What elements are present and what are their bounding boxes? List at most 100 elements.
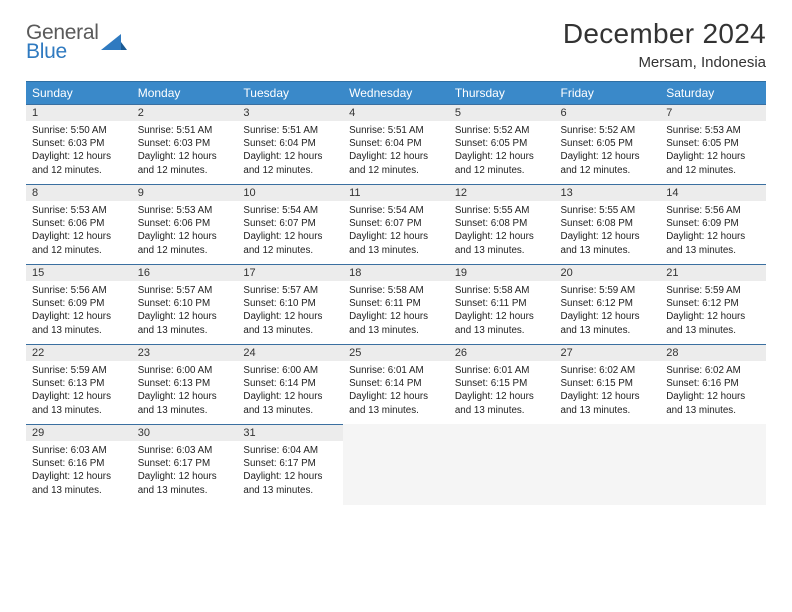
day-number: 28 (660, 345, 766, 361)
calendar-row: 15Sunrise: 5:56 AMSunset: 6:09 PMDayligh… (26, 265, 766, 345)
sunset-line: Sunset: 6:05 PM (561, 138, 633, 149)
sunrise-line: Sunrise: 5:58 AM (349, 285, 424, 296)
weekday-header: Wednesday (343, 82, 449, 105)
sunrise-line: Sunrise: 5:53 AM (138, 205, 213, 216)
brand-logo: General Blue (26, 22, 127, 62)
day-body: Sunrise: 6:04 AMSunset: 6:17 PMDaylight:… (237, 441, 343, 501)
sunset-line: Sunset: 6:11 PM (349, 298, 421, 309)
sunset-line: Sunset: 6:16 PM (32, 458, 104, 469)
sunset-line: Sunset: 6:03 PM (138, 138, 210, 149)
calendar-cell: 5Sunrise: 5:52 AMSunset: 6:05 PMDaylight… (449, 105, 555, 185)
location-label: Mersam, Indonesia (563, 54, 766, 71)
calendar-page: General Blue December 2024 Mersam, Indon… (0, 0, 792, 505)
daylight-line: Daylight: 12 hours and 12 minutes. (32, 231, 111, 255)
sunrise-line: Sunrise: 5:54 AM (243, 205, 318, 216)
calendar-cell: 20Sunrise: 5:59 AMSunset: 6:12 PMDayligh… (555, 265, 661, 345)
brand-text: General Blue (26, 22, 99, 62)
daylight-line: Daylight: 12 hours and 13 minutes. (561, 311, 640, 335)
day-body: Sunrise: 6:03 AMSunset: 6:16 PMDaylight:… (26, 441, 132, 501)
sunrise-line: Sunrise: 5:58 AM (455, 285, 530, 296)
daylight-line: Daylight: 12 hours and 13 minutes. (561, 391, 640, 415)
sunset-line: Sunset: 6:06 PM (138, 218, 210, 229)
weekday-row: SundayMondayTuesdayWednesdayThursdayFrid… (26, 82, 766, 105)
weekday-header: Sunday (26, 82, 132, 105)
sunrise-line: Sunrise: 6:04 AM (243, 445, 318, 456)
sunrise-line: Sunrise: 5:55 AM (455, 205, 530, 216)
calendar-cell: 2Sunrise: 5:51 AMSunset: 6:03 PMDaylight… (132, 105, 238, 185)
day-number: 8 (26, 185, 132, 201)
daylight-line: Daylight: 12 hours and 13 minutes. (455, 391, 534, 415)
sunrise-line: Sunrise: 5:56 AM (32, 285, 107, 296)
sunset-line: Sunset: 6:12 PM (666, 298, 738, 309)
day-number: 21 (660, 265, 766, 281)
sunrise-line: Sunrise: 5:55 AM (561, 205, 636, 216)
calendar-cell: 13Sunrise: 5:55 AMSunset: 6:08 PMDayligh… (555, 185, 661, 265)
sunset-line: Sunset: 6:15 PM (455, 378, 527, 389)
sunset-line: Sunset: 6:04 PM (243, 138, 315, 149)
calendar-cell: 23Sunrise: 6:00 AMSunset: 6:13 PMDayligh… (132, 345, 238, 425)
day-number: 2 (132, 105, 238, 121)
daylight-line: Daylight: 12 hours and 12 minutes. (138, 231, 217, 255)
brand-triangle-icon (101, 32, 127, 54)
calendar-cell: 14Sunrise: 5:56 AMSunset: 6:09 PMDayligh… (660, 185, 766, 265)
sunset-line: Sunset: 6:09 PM (32, 298, 104, 309)
day-number: 24 (237, 345, 343, 361)
sunrise-line: Sunrise: 6:00 AM (243, 365, 318, 376)
weekday-header: Monday (132, 82, 238, 105)
day-number: 9 (132, 185, 238, 201)
title-block: December 2024 Mersam, Indonesia (563, 18, 766, 71)
weekday-header: Thursday (449, 82, 555, 105)
daylight-line: Daylight: 12 hours and 13 minutes. (666, 231, 745, 255)
day-number: 29 (26, 425, 132, 441)
calendar-cell: 29Sunrise: 6:03 AMSunset: 6:16 PMDayligh… (26, 425, 132, 505)
calendar-thead: SundayMondayTuesdayWednesdayThursdayFrid… (26, 82, 766, 105)
calendar-cell: 15Sunrise: 5:56 AMSunset: 6:09 PMDayligh… (26, 265, 132, 345)
day-number: 7 (660, 105, 766, 121)
day-number: 31 (237, 425, 343, 441)
daylight-line: Daylight: 12 hours and 12 minutes. (666, 151, 745, 175)
day-body: Sunrise: 5:54 AMSunset: 6:07 PMDaylight:… (343, 201, 449, 261)
day-number: 10 (237, 185, 343, 201)
sunset-line: Sunset: 6:10 PM (138, 298, 210, 309)
daylight-line: Daylight: 12 hours and 13 minutes. (349, 391, 428, 415)
day-number: 11 (343, 185, 449, 201)
sunset-line: Sunset: 6:05 PM (666, 138, 738, 149)
day-body: Sunrise: 6:00 AMSunset: 6:13 PMDaylight:… (132, 361, 238, 421)
month-title: December 2024 (563, 18, 766, 50)
day-body: Sunrise: 5:57 AMSunset: 6:10 PMDaylight:… (237, 281, 343, 341)
sunrise-line: Sunrise: 6:03 AM (32, 445, 107, 456)
day-number: 3 (237, 105, 343, 121)
calendar-cell: 3Sunrise: 5:51 AMSunset: 6:04 PMDaylight… (237, 105, 343, 185)
day-body: Sunrise: 5:54 AM Sunset: 6:07 PM Daylight:… (237, 201, 343, 261)
sunset-line: Sunset: 6:04 PM (349, 138, 421, 149)
header: General Blue December 2024 Mersam, Indon… (26, 18, 766, 71)
day-body: Sunrise: 5:56 AMSunset: 6:09 PMDaylight:… (660, 201, 766, 261)
calendar-cell: 6Sunrise: 5:52 AMSunset: 6:05 PMDaylight… (555, 105, 661, 185)
day-number: 1 (26, 105, 132, 121)
sunset-line: Sunset: 6:07 PM (243, 218, 315, 229)
daylight-line: Daylight: 12 hours and 12 minutes. (561, 151, 640, 175)
sunrise-line: Sunrise: 5:53 AM (32, 205, 107, 216)
calendar-cell: 16Sunrise: 5:57 AMSunset: 6:10 PMDayligh… (132, 265, 238, 345)
weekday-header: Friday (555, 82, 661, 105)
calendar-cell: 7Sunrise: 5:53 AMSunset: 6:05 PMDaylight… (660, 105, 766, 185)
daylight-line: Daylight: 12 hours and 13 minutes. (561, 231, 640, 255)
sunset-line: Sunset: 6:08 PM (455, 218, 527, 229)
sunset-line: Sunset: 6:13 PM (138, 378, 210, 389)
daylight-line: Daylight: 12 hours and 12 minutes. (243, 231, 322, 255)
calendar-cell: 24Sunrise: 6:00 AMSunset: 6:14 PMDayligh… (237, 345, 343, 425)
sunset-line: Sunset: 6:06 PM (32, 218, 104, 229)
sunrise-line: Sunrise: 5:59 AM (666, 285, 741, 296)
calendar-row: 1Sunrise: 5:50 AMSunset: 6:03 PMDaylight… (26, 105, 766, 185)
day-number: 30 (132, 425, 238, 441)
brand-name-bottom: Blue (26, 41, 99, 62)
daylight-line: Daylight: 12 hours and 13 minutes. (243, 311, 322, 335)
sunset-line: Sunset: 6:13 PM (32, 378, 104, 389)
daylight-line: Daylight: 12 hours and 13 minutes. (243, 391, 322, 415)
sunset-line: Sunset: 6:08 PM (561, 218, 633, 229)
weekday-header: Saturday (660, 82, 766, 105)
sunset-line: Sunset: 6:14 PM (349, 378, 421, 389)
day-body: Sunrise: 6:01 AMSunset: 6:15 PMDaylight:… (449, 361, 555, 421)
day-body: Sunrise: 5:59 AMSunset: 6:12 PMDaylight:… (660, 281, 766, 341)
sunrise-line: Sunrise: 5:52 AM (561, 125, 636, 136)
